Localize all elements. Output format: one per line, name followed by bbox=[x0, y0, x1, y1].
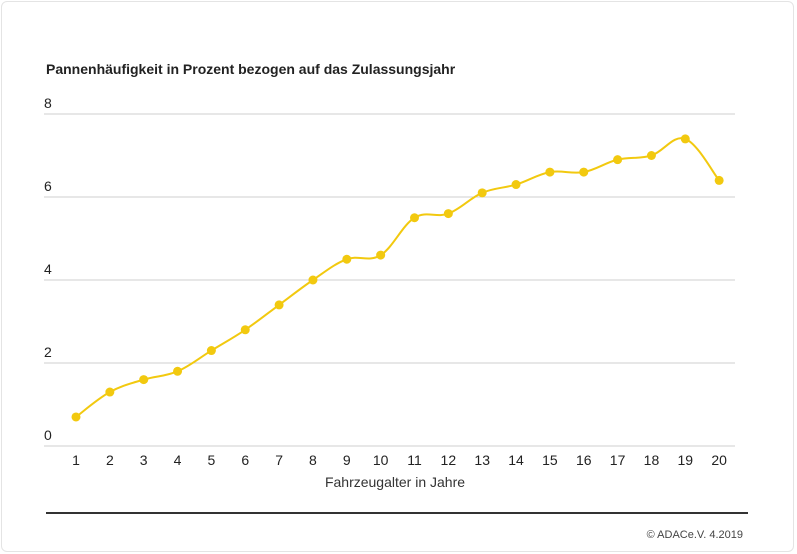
x-tick-label: 6 bbox=[241, 452, 249, 468]
y-tick-label: 2 bbox=[44, 344, 52, 360]
x-tick-label: 9 bbox=[343, 452, 351, 468]
data-point bbox=[342, 254, 352, 264]
data-point bbox=[545, 167, 555, 177]
data-point bbox=[71, 412, 81, 422]
data-point bbox=[443, 209, 453, 219]
x-tick-label: 20 bbox=[711, 452, 727, 468]
x-tick-label: 5 bbox=[208, 452, 216, 468]
x-tick-label: 4 bbox=[174, 452, 182, 468]
x-tick-label: 12 bbox=[441, 452, 457, 468]
x-tick-label: 11 bbox=[407, 452, 422, 468]
x-tick-label: 15 bbox=[542, 452, 558, 468]
y-tick-label: 8 bbox=[44, 95, 52, 111]
data-point bbox=[613, 155, 623, 165]
x-axis-label: Fahrzeugalter in Jahre bbox=[325, 474, 465, 490]
x-tick-label: 16 bbox=[576, 452, 592, 468]
data-point bbox=[714, 175, 724, 185]
data-point bbox=[579, 167, 589, 177]
data-point bbox=[240, 325, 250, 335]
data-point bbox=[105, 387, 115, 397]
copyright-notice: © ADACe.V. 4.2019 bbox=[646, 529, 743, 541]
y-axis-ticks: 0 2 4 6 8 bbox=[44, 95, 52, 443]
x-tick-label: 1 bbox=[72, 452, 80, 468]
x-tick-label: 2 bbox=[106, 452, 114, 468]
grid-layer bbox=[44, 113, 735, 447]
x-tick-label: 7 bbox=[275, 452, 283, 468]
x-tick-label: 13 bbox=[474, 452, 490, 468]
data-point bbox=[680, 134, 690, 144]
data-point bbox=[511, 180, 521, 190]
x-tick-label: 3 bbox=[140, 452, 148, 468]
x-tick-label: 17 bbox=[610, 452, 626, 468]
data-point bbox=[308, 275, 318, 285]
x-tick-label: 18 bbox=[644, 452, 660, 468]
data-points bbox=[71, 134, 724, 422]
x-tick-label: 19 bbox=[678, 452, 694, 468]
chart-title: Pannenhäufigkeit in Prozent bezogen auf … bbox=[46, 61, 456, 77]
x-axis-ticks: 1 2 3 4 5 6 7 8 9 10 11 12 13 14 15 16 17 18 19 20 bbox=[72, 452, 727, 468]
y-tick-label: 6 bbox=[44, 178, 52, 194]
data-point bbox=[139, 375, 149, 385]
y-tick-label: 0 bbox=[44, 427, 52, 443]
data-point bbox=[173, 366, 183, 376]
data-point bbox=[206, 346, 216, 356]
footer-divider bbox=[46, 512, 748, 514]
y-tick-label: 4 bbox=[44, 261, 52, 277]
x-tick-label: 10 bbox=[373, 452, 389, 468]
data-point bbox=[410, 213, 419, 223]
data-point bbox=[274, 300, 284, 310]
x-tick-label: 8 bbox=[309, 452, 317, 468]
series-line bbox=[75, 137, 720, 418]
x-tick-label: 14 bbox=[508, 452, 524, 468]
data-point bbox=[646, 151, 656, 160]
data-point bbox=[477, 188, 487, 198]
data-point bbox=[376, 250, 386, 260]
